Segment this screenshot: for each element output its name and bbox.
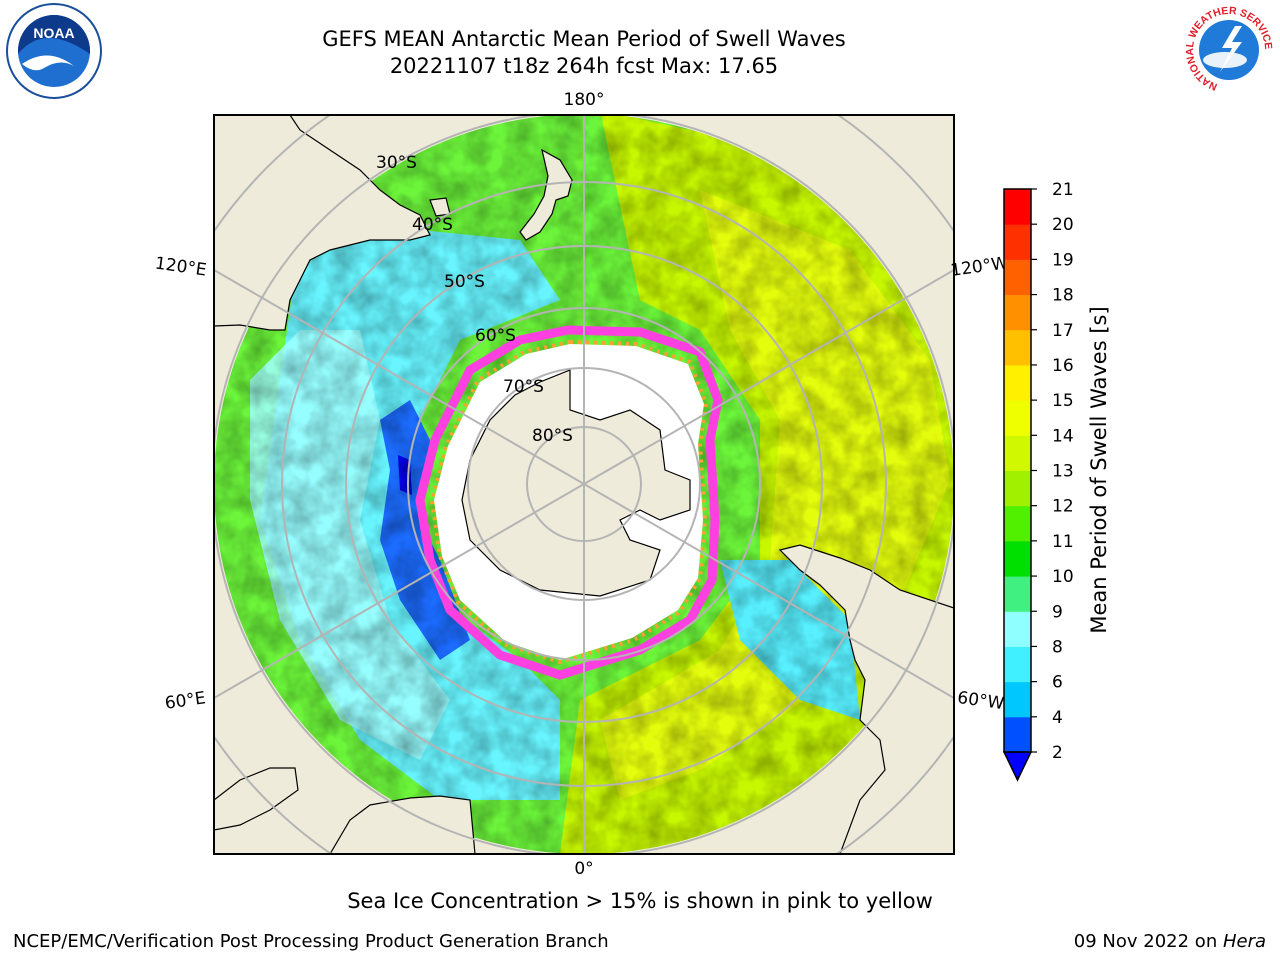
colorbar-swatch	[1004, 189, 1031, 225]
noaa-logo-text: NOAA	[33, 25, 74, 41]
noaa-logo: NOAA	[6, 3, 102, 99]
colorbar-tick-label: 16	[1052, 356, 1074, 376]
lon-label-60e: 60°E	[164, 688, 207, 713]
lon-label-0: 0°	[574, 859, 593, 879]
colorbar-tick-label: 6	[1052, 673, 1063, 693]
colorbar-tick-label: 10	[1052, 567, 1074, 587]
sea-ice-fringe	[429, 339, 709, 665]
antarctica-continent	[461, 369, 691, 597]
lat-label-50s: 50°S	[444, 272, 485, 292]
colorbar-swatch	[1004, 540, 1031, 577]
colorbar-swatch	[1004, 646, 1031, 683]
colorbar-tick-label: 11	[1052, 532, 1074, 552]
footer-credit: NCEP/EMC/Verification Post Processing Pr…	[13, 931, 609, 952]
colorbar-swatch	[1004, 681, 1031, 718]
colorbar-tick-label: 18	[1052, 286, 1074, 306]
colorbar-tick-label: 21	[1052, 180, 1074, 200]
colorbar-swatch	[1004, 259, 1031, 296]
lon-label-60w: 60°W	[956, 688, 1005, 714]
colorbar-swatch	[1004, 364, 1031, 401]
colorbar-tick-label: 13	[1052, 462, 1074, 482]
footer-date-text: 09 Nov 2022 on	[1073, 931, 1223, 952]
lon-label-120w: 120°W	[949, 253, 1009, 281]
lon-label-180: 180°	[564, 90, 605, 110]
colorbar-tick-label: 8	[1052, 637, 1063, 657]
colorbar-tick-label: 19	[1052, 250, 1074, 270]
colorbar-tick-label: 12	[1052, 497, 1074, 517]
lat-label-30s: 30°S	[376, 153, 417, 173]
lon-label-120e: 120°E	[154, 254, 208, 281]
footer-host: Hera	[1222, 931, 1266, 952]
colorbar-swatch	[1004, 611, 1031, 647]
lat-label-70s: 70°S	[503, 377, 544, 397]
colorbar-tick-label: 15	[1052, 391, 1074, 411]
sea-ice-note: Sea Ice Concentration > 15% is shown in …	[347, 889, 933, 913]
colorbar-tick-label: 17	[1052, 321, 1074, 341]
colorbar-swatch	[1004, 716, 1031, 753]
colorbar-tick-label: 4	[1052, 708, 1063, 728]
chart-title-line2: 20221107 t18z 264h fcst Max: 17.65	[389, 54, 779, 78]
colorbar-swatch	[1004, 400, 1031, 436]
madagascar	[214, 767, 299, 831]
colorbar-swatch	[1004, 435, 1031, 471]
chart-title-line1: GEFS MEAN Antarctic Mean Period of Swell…	[322, 27, 846, 51]
colorbar-tick-label: 20	[1052, 215, 1074, 235]
colorbar-swatch	[1004, 505, 1031, 542]
colorbar-tick-label: 9	[1052, 602, 1063, 622]
map-frame	[213, 114, 955, 855]
colorbar-swatch	[1004, 224, 1031, 260]
meridian-lines	[214, 115, 954, 854]
south-america	[778, 544, 954, 854]
colorbar-swatch	[1004, 294, 1031, 331]
africa	[329, 795, 476, 854]
lat-label-40s: 40°S	[412, 215, 453, 235]
colorbar-swatch	[1004, 329, 1031, 366]
lat-label-60s: 60°S	[475, 326, 516, 346]
colorbar-extend-arrow	[1002, 751, 1033, 782]
colorbar-tick-label: 14	[1052, 426, 1074, 446]
colorbar-swatch	[1004, 470, 1031, 507]
colorbar-label: Mean Period of Swell Waves [s]	[1087, 306, 1111, 633]
sea-ice-edge	[415, 325, 723, 680]
australia	[214, 115, 431, 331]
colorbar: 2 4 6 8 9 10 11 12 13 14 15 16 17 18 19 20 21	[1002, 180, 1074, 782]
colorbar-tick-label: 2	[1052, 743, 1063, 763]
lat-label-80s: 80°S	[532, 426, 573, 446]
nws-logo: NATIONAL WEATHER SERVICE	[1183, 4, 1275, 96]
colorbar-swatch	[1004, 576, 1031, 612]
footer-date: 09 Nov 2022 on Hera	[1074, 931, 1266, 952]
new-zealand	[519, 148, 573, 241]
